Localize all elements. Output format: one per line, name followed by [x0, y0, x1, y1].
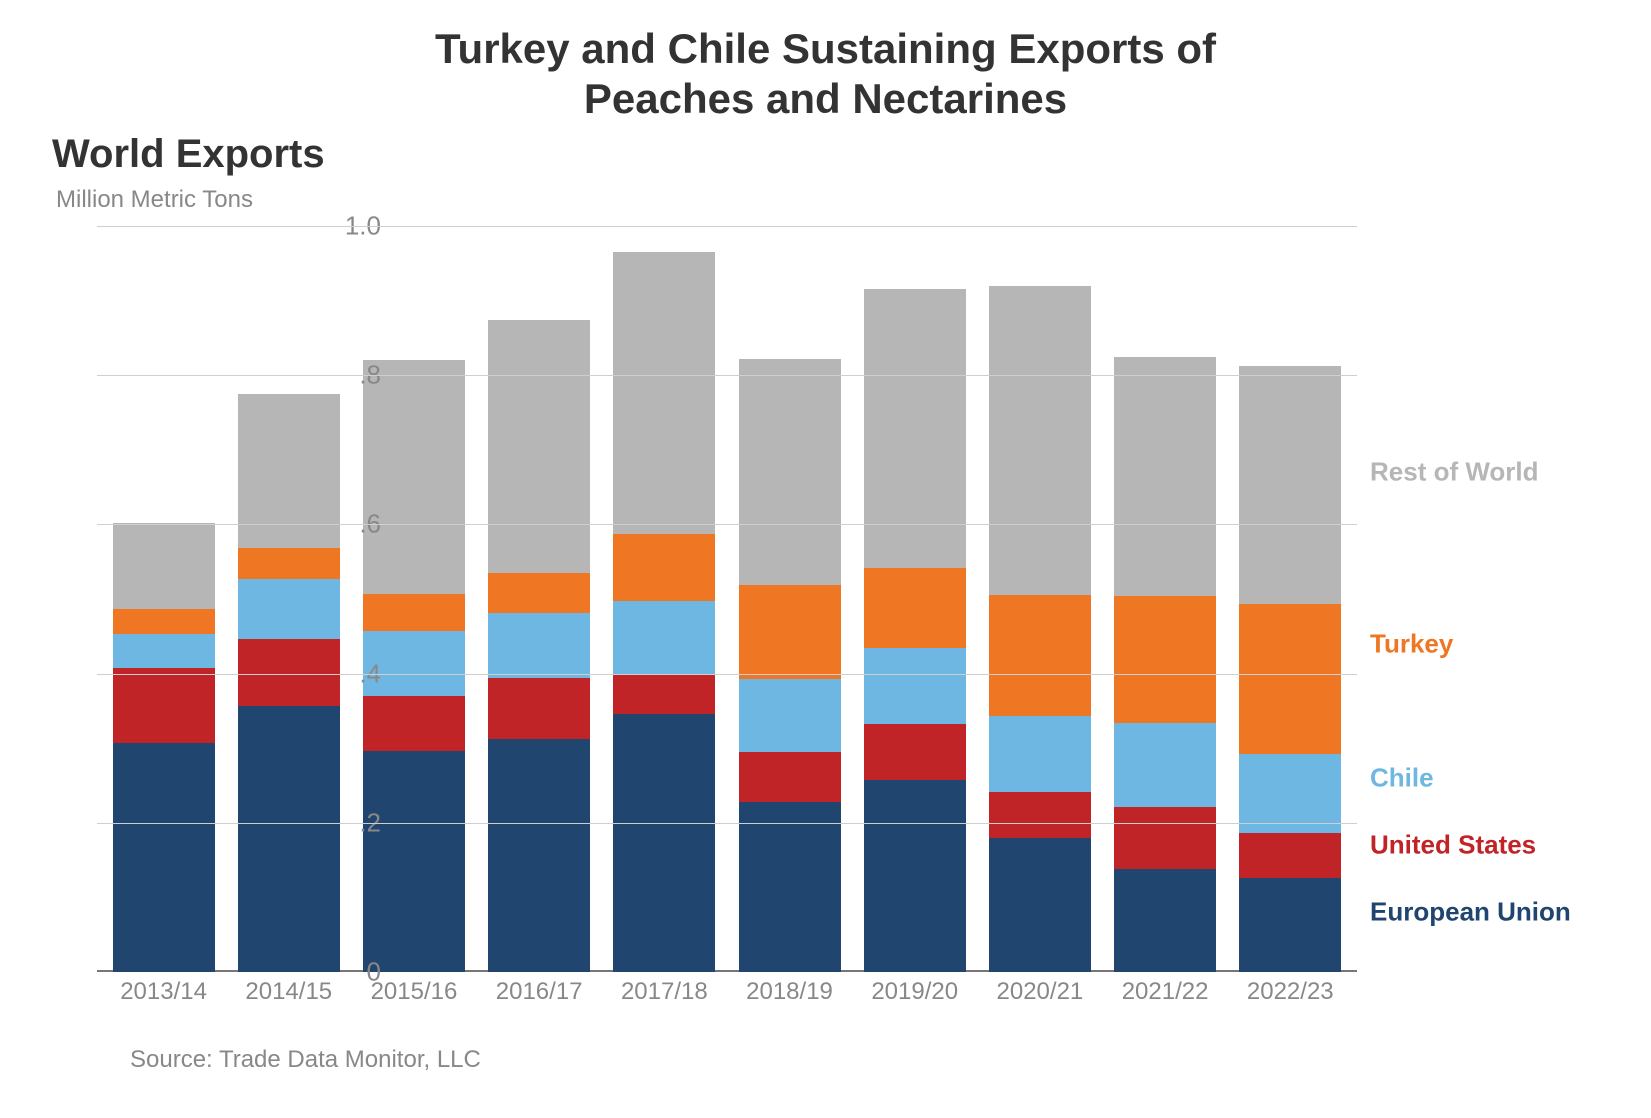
x-tick-label: 2018/19 — [739, 978, 841, 1006]
bar-segment-chile — [739, 679, 841, 752]
bar-column — [1114, 357, 1216, 972]
bar-segment-chile — [1239, 754, 1341, 832]
bar-column — [989, 286, 1091, 972]
bar-segment-turkey — [488, 573, 590, 613]
bars-container — [97, 226, 1357, 972]
gridline — [97, 375, 1357, 376]
bar-segment-rest — [113, 523, 215, 610]
bar-segment-eu — [488, 739, 590, 972]
bar-segment-us — [613, 674, 715, 714]
bar-column — [613, 252, 715, 972]
plot-area — [97, 226, 1357, 972]
bar-segment-rest — [1239, 366, 1341, 603]
bar-segment-chile — [113, 634, 215, 668]
bar-column — [113, 523, 215, 972]
gridline — [97, 226, 1357, 227]
x-tick-label: 2021/22 — [1114, 978, 1216, 1006]
x-tick-label: 2016/17 — [488, 978, 590, 1006]
bar-column — [488, 320, 590, 972]
bar-segment-turkey — [238, 548, 340, 579]
bar-segment-eu — [363, 751, 465, 972]
bar-column — [739, 359, 841, 972]
bar-segment-rest — [1114, 357, 1216, 596]
gridline — [97, 823, 1357, 824]
legend-item-rest: Rest of World — [1370, 457, 1539, 488]
bar-segment-us — [113, 668, 215, 743]
bar-segment-turkey — [1114, 596, 1216, 723]
bar-segment-turkey — [989, 595, 1091, 716]
chart-title: Turkey and Chile Sustaining Exports of P… — [0, 24, 1651, 125]
bar-segment-eu — [613, 714, 715, 972]
bar-segment-chile — [488, 613, 590, 678]
bar-segment-eu — [1239, 878, 1341, 972]
bar-segment-eu — [1114, 869, 1216, 972]
bar-segment-turkey — [113, 609, 215, 634]
bar-segment-rest — [864, 289, 966, 569]
bar-segment-eu — [113, 743, 215, 972]
legend: Rest of World Turkey Chile United States Eur… — [1370, 226, 1640, 972]
bar-segment-rest — [989, 286, 1091, 596]
chart-canvas: Turkey and Chile Sustaining Exports of P… — [0, 0, 1651, 1118]
bar-segment-turkey — [864, 568, 966, 648]
chart-subtitle: World Exports — [52, 132, 325, 177]
bar-segment-turkey — [613, 534, 715, 600]
bar-segment-chile — [238, 579, 340, 639]
bar-segment-turkey — [1239, 604, 1341, 755]
bar-segment-chile — [864, 648, 966, 724]
bar-segment-us — [363, 696, 465, 751]
x-axis-labels: 2013/14 2014/15 2015/16 2016/17 2017/18 2018/… — [97, 978, 1357, 1006]
bar-segment-chile — [1114, 723, 1216, 807]
bar-column — [864, 289, 966, 972]
x-tick-label: 2014/15 — [238, 978, 340, 1006]
bar-segment-us — [488, 678, 590, 739]
bar-segment-us — [739, 752, 841, 802]
bar-column — [1239, 366, 1341, 972]
bar-segment-us — [989, 792, 1091, 838]
bar-segment-chile — [613, 601, 715, 674]
y-axis-unit-label: Million Metric Tons — [56, 186, 253, 214]
source-attribution: Source: Trade Data Monitor, LLC — [130, 1046, 481, 1074]
bar-segment-eu — [739, 802, 841, 972]
gridline — [97, 674, 1357, 675]
title-line-1: Turkey and Chile Sustaining Exports of — [435, 25, 1216, 72]
legend-item-us: United States — [1370, 830, 1536, 861]
legend-item-eu: European Union — [1370, 897, 1571, 928]
bar-segment-eu — [238, 706, 340, 972]
x-tick-label: 2022/23 — [1239, 978, 1341, 1006]
legend-item-turkey: Turkey — [1370, 628, 1453, 659]
bar-segment-turkey — [363, 594, 465, 631]
bar-segment-rest — [739, 359, 841, 585]
bar-segment-rest — [613, 252, 715, 534]
bar-segment-eu — [864, 780, 966, 972]
bar-segment-eu — [989, 838, 1091, 972]
bar-segment-rest — [488, 320, 590, 573]
x-tick-label: 2013/14 — [113, 978, 215, 1006]
x-tick-label: 2019/20 — [864, 978, 966, 1006]
bar-segment-chile — [989, 716, 1091, 792]
bar-segment-rest — [363, 360, 465, 593]
x-tick-label: 2017/18 — [613, 978, 715, 1006]
bar-segment-us — [864, 724, 966, 779]
title-line-2: Peaches and Nectarines — [584, 75, 1067, 122]
bar-segment-us — [1114, 807, 1216, 869]
x-tick-label: 2015/16 — [363, 978, 465, 1006]
x-tick-label: 2020/21 — [989, 978, 1091, 1006]
gridline — [97, 524, 1357, 525]
bar-segment-turkey — [739, 585, 841, 679]
bar-segment-us — [1239, 833, 1341, 879]
legend-item-chile: Chile — [1370, 763, 1434, 794]
